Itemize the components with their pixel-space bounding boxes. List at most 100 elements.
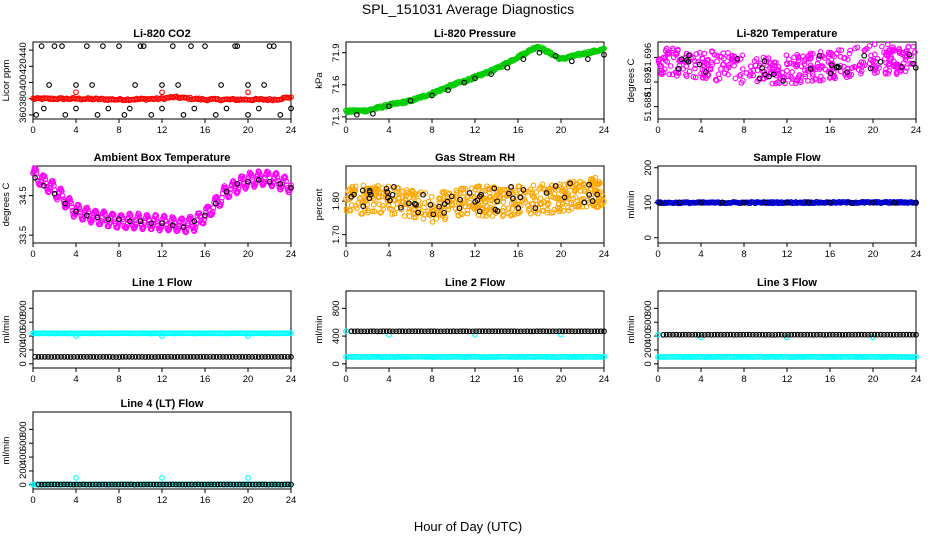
data-point	[448, 202, 455, 208]
data-point	[601, 51, 607, 58]
x-tick-label: 12	[157, 495, 168, 506]
data-point	[486, 328, 492, 335]
data-point	[51, 43, 58, 49]
x-tick-label: 0	[30, 249, 35, 260]
data-point	[801, 58, 808, 64]
data-point	[159, 475, 165, 481]
data-point	[394, 201, 401, 207]
data-point	[906, 331, 913, 338]
data-point	[567, 180, 573, 187]
x-tick-label: 4	[386, 374, 391, 385]
data-point	[371, 208, 378, 215]
data-point	[278, 481, 285, 488]
data-point	[885, 70, 891, 77]
data-point	[245, 333, 251, 339]
data-point	[486, 194, 493, 200]
x-tick-label: 24	[286, 374, 297, 385]
data-point	[428, 193, 435, 200]
data-point	[413, 201, 419, 208]
data-point	[38, 43, 45, 49]
y-tick-label: 600	[18, 435, 29, 451]
data-point	[667, 63, 674, 69]
data-point	[788, 80, 795, 86]
data-point	[387, 197, 393, 204]
data-point	[359, 187, 366, 194]
data-series	[348, 180, 601, 218]
data-point	[59, 193, 66, 199]
x-tick-label: 24	[599, 125, 610, 136]
data-point	[871, 331, 878, 338]
data-point	[396, 328, 403, 335]
data-point	[730, 331, 737, 338]
data-point	[807, 50, 814, 57]
data-point	[867, 65, 874, 72]
data-point	[553, 328, 559, 335]
data-series	[38, 43, 277, 88]
data-point	[33, 167, 39, 174]
data-point	[343, 208, 350, 214]
data-point	[100, 354, 107, 360]
y-axis-label: Licor ppm	[1, 60, 12, 102]
data-point	[714, 331, 721, 338]
x-tick-label: 4	[698, 249, 703, 260]
data-point	[779, 69, 786, 76]
y-axis-label: ml/min	[626, 316, 637, 344]
data-point	[134, 481, 141, 488]
data-point	[38, 481, 45, 488]
panel-title: Line 1 Flow	[132, 277, 192, 289]
data-point	[116, 354, 123, 360]
data-point	[802, 71, 809, 77]
data-point	[192, 224, 199, 230]
data-point	[353, 111, 360, 118]
data-point	[460, 328, 467, 335]
data-point	[275, 481, 282, 488]
data-point	[71, 354, 77, 360]
x-tick-label: 4	[386, 249, 391, 260]
data-point	[718, 54, 725, 60]
data-point	[89, 82, 95, 88]
data-point	[278, 96, 285, 103]
data-point	[80, 354, 87, 360]
data-point	[781, 75, 787, 81]
data-point	[236, 481, 243, 488]
data-point	[42, 176, 49, 183]
data-point	[537, 328, 543, 335]
data-point	[555, 201, 562, 208]
x-tick-label: 4	[698, 125, 703, 136]
data-point	[903, 65, 910, 71]
data-point	[581, 328, 588, 335]
y-tick-label: 400	[331, 328, 342, 344]
data-point	[54, 354, 61, 360]
data-point	[521, 328, 527, 335]
data-point	[540, 328, 547, 335]
data-point	[245, 475, 251, 481]
data-point	[282, 175, 289, 181]
data-point	[268, 354, 275, 360]
data-point	[233, 354, 239, 360]
data-point	[669, 71, 676, 78]
panel-title: Line 4 (LT) Flow	[121, 398, 204, 410]
data-point	[97, 354, 103, 360]
data-point	[436, 203, 443, 210]
data-point	[682, 331, 689, 338]
data-point	[159, 333, 165, 339]
data-point	[155, 354, 162, 360]
data-point	[739, 66, 746, 72]
data-point	[386, 205, 393, 212]
data-point	[852, 45, 858, 52]
data-point	[529, 193, 536, 199]
data-point	[269, 182, 276, 189]
x-tick-label: 0	[30, 125, 35, 136]
data-point	[61, 354, 68, 360]
data-series	[353, 49, 607, 118]
data-point	[252, 353, 259, 360]
data-point	[249, 481, 256, 488]
data-point	[903, 331, 910, 338]
data-series	[30, 330, 294, 337]
data-point	[239, 354, 246, 360]
data-point	[367, 328, 374, 335]
data-point	[679, 331, 686, 338]
data-point	[278, 354, 285, 360]
data-point	[818, 73, 824, 80]
data-point	[692, 58, 698, 64]
